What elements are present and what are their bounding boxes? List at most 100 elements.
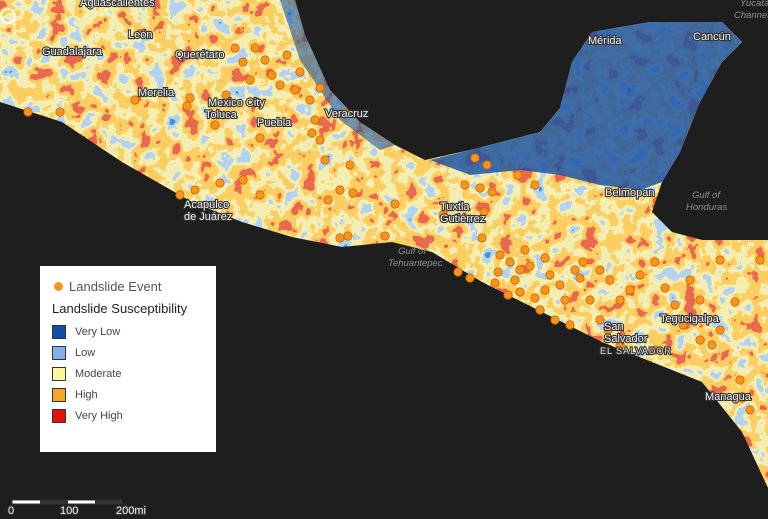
place-label: Gutiérrez	[440, 213, 485, 225]
landslide-event	[320, 155, 330, 165]
landslide-event	[678, 320, 688, 330]
landslide-event	[615, 295, 625, 305]
landslide-event	[745, 405, 755, 415]
landslide-event	[340, 108, 350, 118]
landslide-event	[487, 187, 497, 197]
landslide-event	[493, 267, 503, 277]
landslide-event	[290, 85, 300, 95]
landslide-event	[695, 335, 705, 345]
landslide-event	[348, 188, 358, 198]
place-label: Managua	[705, 391, 752, 403]
legend-label: Very Low	[75, 326, 121, 338]
scale-bar-seg	[40, 500, 68, 504]
place-label: Salvador	[604, 333, 648, 345]
landslide-event	[513, 170, 523, 180]
yucatan-lowland	[430, 22, 742, 190]
landslide-event	[482, 160, 492, 170]
place-label: Puebla	[257, 117, 292, 129]
water-label: Gulf of	[398, 246, 427, 257]
landslide-event	[585, 295, 595, 305]
landslide-event	[695, 295, 705, 305]
place-label: Acapulco	[184, 199, 229, 211]
place-label: Mérida	[588, 35, 623, 47]
legend-swatch	[52, 346, 66, 360]
legend-class: Moderate	[52, 367, 121, 381]
landslide-event	[525, 261, 535, 271]
landslide-event	[210, 120, 220, 130]
scale-bar: 0 100 200mi	[7, 499, 147, 518]
landslide-event	[625, 285, 635, 295]
landslide-event	[390, 199, 400, 209]
legend-label: Moderate	[75, 368, 122, 380]
landslide-event	[715, 325, 725, 335]
water-label: Yucatán	[740, 0, 768, 9]
landslide-event	[520, 245, 530, 255]
legend-swatch	[52, 388, 66, 402]
landslide-event	[438, 210, 448, 220]
landslide-event	[670, 300, 680, 310]
place-label: Belmopan	[605, 187, 655, 199]
landslide-event	[535, 305, 545, 315]
scale-label: 0	[8, 505, 14, 517]
landslide-event	[477, 233, 487, 243]
landslide-event	[603, 325, 613, 335]
landslide-event	[565, 320, 575, 330]
landslide-event	[470, 153, 480, 163]
landslide-event	[545, 270, 555, 280]
landslide-event	[230, 43, 240, 53]
legend-class: High	[52, 388, 98, 402]
landslide-event	[555, 280, 565, 290]
landslide-event	[238, 57, 248, 67]
landslide-event	[530, 180, 540, 190]
landslide-event	[345, 160, 355, 170]
landslide-event	[335, 233, 345, 243]
landslide-event	[221, 90, 231, 100]
locate-button[interactable]	[0, 8, 16, 24]
landslide-event	[465, 273, 475, 283]
landslide-event	[275, 80, 285, 90]
scale-bar-seg	[95, 500, 122, 504]
landslide-event	[182, 101, 192, 111]
legend-class: Very High	[52, 409, 123, 423]
landslide-event	[595, 315, 605, 325]
place-label: Toluca	[205, 109, 238, 121]
landslide-event	[305, 95, 315, 105]
landslide-event	[540, 285, 550, 295]
landslide-event	[343, 231, 353, 241]
landslide-event	[490, 278, 500, 288]
landslide-event	[510, 275, 520, 285]
landslide-event	[530, 293, 540, 303]
landslide-event	[255, 133, 265, 143]
place-label: de Juárez	[184, 211, 232, 223]
place-label: Aguascalientes	[80, 0, 155, 9]
place-label: Morelia	[138, 87, 175, 99]
landslide-event	[175, 190, 185, 200]
landslide-event	[755, 255, 765, 265]
landslide-event	[595, 265, 605, 275]
scale-label: 200mi	[116, 505, 146, 517]
legend-class: Low	[52, 346, 95, 360]
legend-label: Low	[75, 347, 96, 359]
landslide-event	[295, 67, 305, 77]
landslide-event	[215, 178, 225, 188]
landslide-event	[250, 43, 260, 53]
landslide-event	[495, 250, 505, 260]
landslide-event	[185, 93, 195, 103]
landslide-event	[315, 135, 325, 145]
landslide-event	[605, 275, 615, 285]
legend-swatch	[52, 409, 66, 423]
landslide-event	[282, 50, 292, 60]
place-label: Querétaro	[175, 49, 225, 61]
landslide-event	[380, 231, 390, 241]
landslide-event	[685, 275, 695, 285]
landslide-event	[650, 257, 660, 267]
landslide-event	[505, 257, 515, 267]
legend: Landslide Event Landslide Susceptibility…	[40, 266, 216, 452]
landslide-event	[130, 95, 140, 105]
landslide-event	[503, 290, 513, 300]
landslide-event	[575, 273, 585, 283]
landslide-event	[267, 70, 277, 80]
landslide-event	[310, 115, 320, 125]
landslide-event	[335, 185, 345, 195]
place-label: Guadalajara	[42, 46, 103, 58]
